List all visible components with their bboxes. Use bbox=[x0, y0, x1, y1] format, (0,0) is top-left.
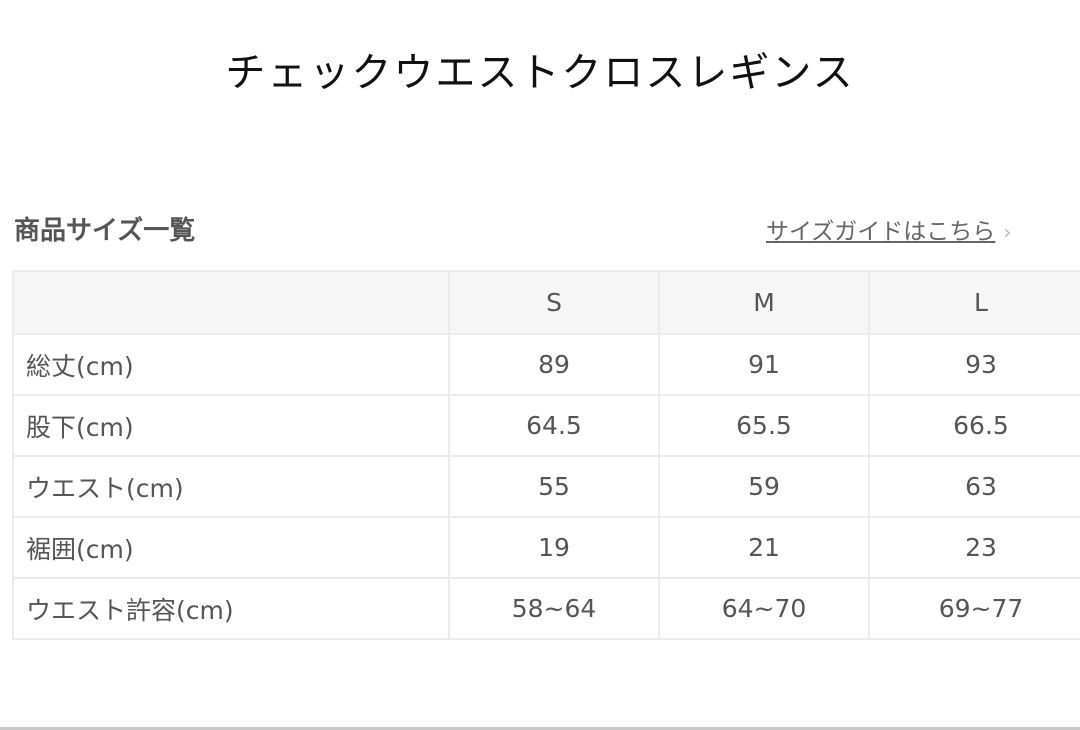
chevron-right-icon: › bbox=[1003, 220, 1012, 244]
cell: 91 bbox=[658, 333, 870, 396]
size-guide-link[interactable]: サイズガイドはこちら › bbox=[766, 212, 1011, 246]
table-row: 総丈(cm) 89 91 93 bbox=[12, 333, 1080, 396]
header-cell bbox=[12, 270, 450, 335]
cell: 21 bbox=[658, 516, 870, 579]
cell: 93 bbox=[868, 333, 1080, 396]
table-row: 裾囲(cm) 19 21 23 bbox=[12, 516, 1080, 579]
size-table: S M L 総丈(cm) 89 91 93 股下(cm) 64.5 65.5 6… bbox=[12, 270, 1080, 640]
row-label: ウエスト(cm) bbox=[12, 455, 450, 518]
cell: 19 bbox=[448, 516, 660, 579]
row-label: 股下(cm) bbox=[12, 394, 450, 457]
table-header-row: S M L bbox=[12, 270, 1080, 335]
product-title: チェックウエストクロスレギンス bbox=[225, 50, 855, 96]
table-row: ウエスト許容(cm) 58~64 64~70 69~77 bbox=[12, 577, 1080, 640]
cell: 65.5 bbox=[658, 394, 870, 457]
header-cell: M bbox=[658, 270, 870, 335]
cell: 63 bbox=[868, 455, 1080, 518]
table-row: 股下(cm) 64.5 65.5 66.5 bbox=[12, 394, 1080, 457]
cell: 64~70 bbox=[658, 577, 870, 640]
cell: 58~64 bbox=[448, 577, 660, 640]
table-row: ウエスト(cm) 55 59 63 bbox=[12, 455, 1080, 518]
header-cell: L bbox=[868, 270, 1080, 335]
cell: 59 bbox=[658, 455, 870, 518]
cell: 66.5 bbox=[868, 394, 1080, 457]
bottom-divider bbox=[0, 727, 1080, 730]
cell: 64.5 bbox=[448, 394, 660, 457]
header-cell: S bbox=[448, 270, 660, 335]
row-label: 裾囲(cm) bbox=[12, 516, 450, 579]
size-guide-label: サイズガイドはこちら bbox=[766, 219, 996, 245]
cell: 89 bbox=[448, 333, 660, 396]
row-label: 総丈(cm) bbox=[12, 333, 450, 396]
row-label: ウエスト許容(cm) bbox=[12, 577, 450, 640]
cell: 23 bbox=[868, 516, 1080, 579]
size-list-heading: 商品サイズ一覧 bbox=[14, 216, 196, 246]
cell: 55 bbox=[448, 455, 660, 518]
cell: 69~77 bbox=[868, 577, 1080, 640]
